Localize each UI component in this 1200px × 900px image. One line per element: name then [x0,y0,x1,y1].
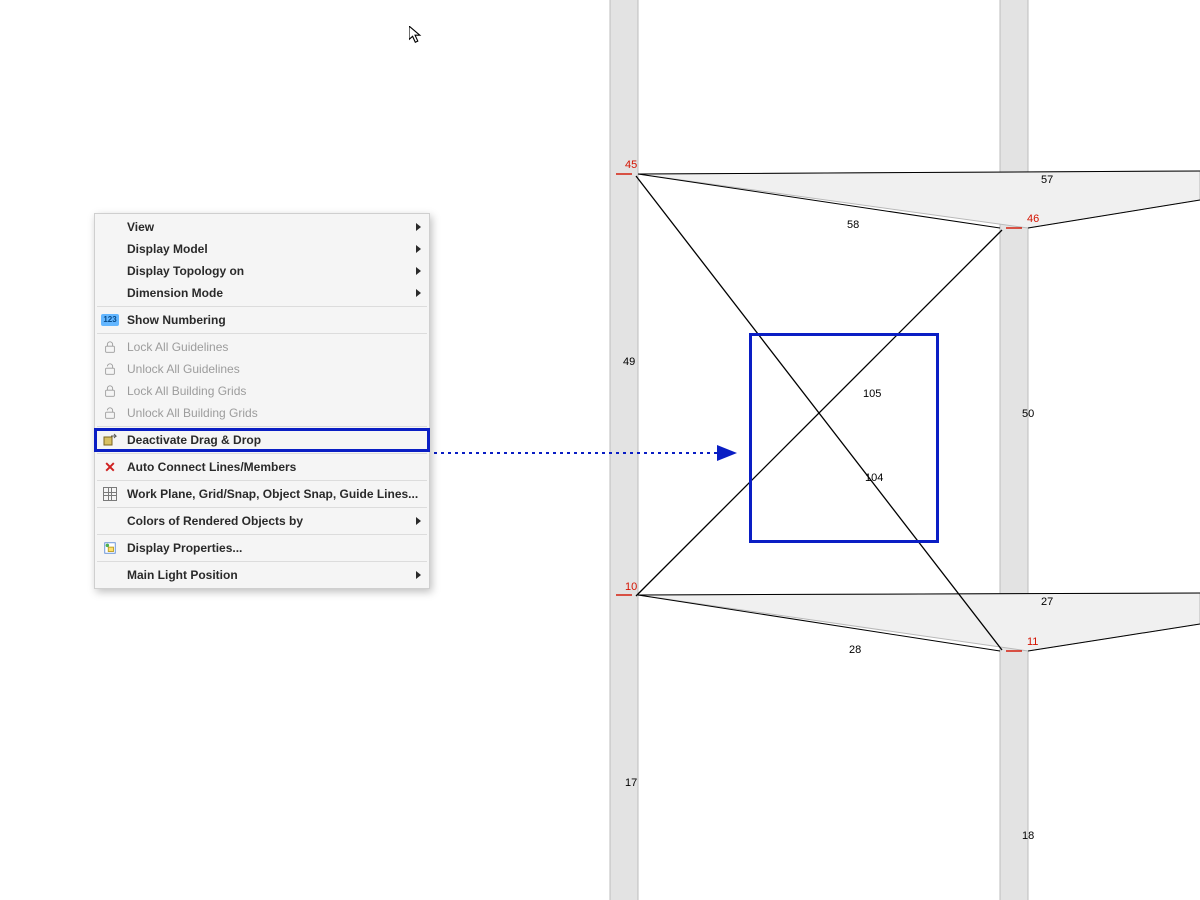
highlight-box [749,333,939,543]
menu-item[interactable]: Dimension Mode [95,282,429,304]
menu-separator [97,453,427,454]
member-label: 18 [1019,830,1037,842]
menu-separator [97,306,427,307]
plate-surface[interactable] [638,171,1200,228]
cursor-icon [409,26,427,44]
member-label: 27 [1038,596,1056,608]
member-label: 58 [844,219,862,231]
menu-separator [97,333,427,334]
menu-item[interactable]: Deactivate Drag & Drop [95,429,429,451]
menu-item-label: Auto Connect Lines/Members [127,460,296,474]
menu-item[interactable]: Colors of Rendered Objects by [95,510,429,532]
menu-separator [97,480,427,481]
menu-item-label: Work Plane, Grid/Snap, Object Snap, Guid… [127,487,418,501]
menu-item-label: Display Model [127,242,208,256]
node-label: 11 [1024,636,1041,648]
menu-item[interactable]: Display Properties... [95,537,429,559]
menu-item[interactable]: Main Light Position [95,564,429,586]
menu-item[interactable]: View [95,216,429,238]
menu-item[interactable]: Display Model [95,238,429,260]
menu-item[interactable]: Display Topology on [95,260,429,282]
menu-item: Unlock All Guidelines [95,358,429,380]
menu-item: Unlock All Building Grids [95,402,429,424]
menu-item: Lock All Guidelines [95,336,429,358]
menu-item-label: Show Numbering [127,313,226,327]
menu-item-label: Unlock All Guidelines [127,362,240,376]
member-label: 50 [1019,408,1037,420]
menu-item-label: View [127,220,154,234]
menu-item[interactable]: 123Show Numbering [95,309,429,331]
menu-separator [97,561,427,562]
menu-item[interactable]: Work Plane, Grid/Snap, Object Snap, Guid… [95,483,429,505]
plate-surface[interactable] [638,593,1200,651]
menu-item-label: Unlock All Building Grids [127,406,258,420]
menu-item-label: Display Topology on [127,264,244,278]
viewport[interactable]: 454610115758495010510427281718 ViewDispl… [0,0,1200,900]
menu-separator [97,534,427,535]
menu-separator [97,426,427,427]
menu-item: Lock All Building Grids [95,380,429,402]
context-menu[interactable]: View Display Model Display Topology on Dime… [94,213,430,589]
menu-item-label: Dimension Mode [127,286,223,300]
menu-item-label: Display Properties... [127,541,242,555]
node-label: 10 [622,581,640,593]
node-label: 46 [1024,213,1042,225]
menu-item[interactable]: ✕Auto Connect Lines/Members [95,456,429,478]
member-label: 17 [622,777,640,789]
menu-separator [97,507,427,508]
menu-item-label: Lock All Guidelines [127,340,228,354]
menu-item-label: Deactivate Drag & Drop [127,433,261,447]
column-member[interactable] [1000,0,1028,900]
menu-item-label: Colors of Rendered Objects by [127,514,303,528]
menu-item-label: Main Light Position [127,568,238,582]
node-label: 45 [622,159,640,171]
member-label: 49 [620,356,638,368]
member-label: 28 [846,644,864,656]
column-member[interactable] [610,0,638,900]
member-label: 57 [1038,174,1056,186]
menu-item-label: Lock All Building Grids [127,384,246,398]
